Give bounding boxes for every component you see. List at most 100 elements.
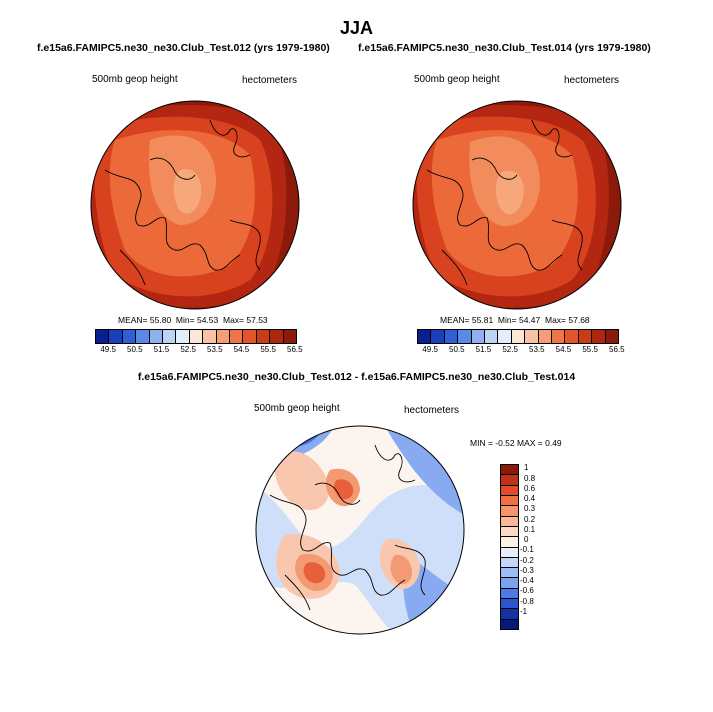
panel1-colorbar-swatch — [256, 330, 271, 343]
panel2-mean-label: MEAN= — [440, 315, 470, 325]
panel2-min-label: Min= — [497, 315, 517, 325]
difference-colorbar-swatch — [501, 619, 518, 629]
panel1-colorbar-swatch — [136, 330, 150, 343]
panel2-colorbar-swatch — [485, 330, 499, 343]
difference-colorbar-swatch — [501, 557, 518, 569]
difference-colorbar-tick-label: 1 — [524, 463, 529, 473]
difference-colorbar-swatch — [501, 599, 518, 610]
panel1-case-title: f.e15a6.FAMIPC5.ne30_ne30.Club_Test.012 … — [37, 42, 330, 54]
difference-colorbar-tick-label: -0.6 — [520, 586, 534, 596]
panel1-colorbar-tick-label: 54.5 — [233, 345, 250, 354]
panel1-colorbar-swatch — [216, 330, 231, 343]
panel2-min-value: 54.47 — [518, 315, 541, 325]
difference-colorbar-tick-label: 0 — [524, 535, 529, 544]
panel1-colorbar-tick-label: 53.5 — [207, 345, 223, 354]
difference-colorbar-tick-label: -0.1 — [520, 545, 534, 555]
panel1-variable-label: 500mb geop height — [92, 74, 178, 85]
panel1-min-value: 54.53 — [196, 315, 219, 325]
difference-colorbar-swatch — [501, 547, 518, 558]
panel1-colorbar-ticks: 49.5 50.5 51.5 52.5 53.5 54.5 55.5 56.5 — [95, 345, 302, 357]
panel2-colorbar-swatch — [525, 330, 539, 343]
panel1-colorbar-swatch — [189, 330, 204, 343]
difference-minmax: MIN = -0.52 MAX = 0.49 — [470, 438, 562, 448]
panel2-colorbar-tick-label: 50.5 — [449, 345, 465, 354]
panel2-units-label: hectometers — [564, 75, 620, 86]
panel2-colorbar — [417, 329, 619, 344]
difference-title: f.e15a6.FAMIPC5.ne30_ne30.Club_Test.012 … — [137, 371, 576, 383]
panel2-colorbar-swatch — [418, 330, 432, 343]
panel2-colorbar-tick-label: 55.5 — [582, 345, 598, 354]
difference-colorbar-tick-label: -0.3 — [520, 565, 534, 575]
difference-colorbar-swatch — [501, 485, 518, 496]
panel1-mean-label: MEAN= — [118, 315, 148, 325]
map-fill-peach — [495, 170, 524, 215]
panel2-colorbar-swatch — [538, 330, 553, 343]
coastline — [269, 444, 426, 611]
panel2-colorbar-swatch — [498, 330, 512, 343]
panel2-mean-value: 55.81 — [471, 315, 494, 325]
coastline — [104, 119, 261, 286]
panel1-mean-value: 55.80 — [149, 315, 172, 325]
difference-colorbar-tick-label: -0.4 — [520, 576, 534, 585]
panel1-colorbar-swatch — [270, 330, 284, 343]
panel2-colorbar-ticks: 49.5 50.5 51.5 52.5 53.5 54.5 55.5 56.5 — [417, 345, 624, 357]
difference-colorbar-tick-label: 0.8 — [524, 473, 536, 483]
panel1-units-label: hectometers — [242, 75, 298, 86]
panel1-max-label: Max= — [222, 315, 245, 325]
difference-colorbar-swatch — [501, 537, 518, 548]
map-fill-peach — [173, 169, 202, 214]
panel1-colorbar-swatch — [176, 330, 190, 343]
panel1-colorbar-tick-label: 56.5 — [287, 345, 303, 354]
panel1-colorbar-tick-label: 52.5 — [180, 345, 196, 354]
panel2-colorbar-tick-label: 51.5 — [475, 345, 492, 354]
panel1-colorbar — [95, 329, 297, 344]
panel2-stats: MEAN= 55.81 Min= 54.47 Max= 57.68 — [440, 315, 590, 325]
panel1-colorbar-swatch — [163, 330, 177, 343]
panel2-colorbar-tick-label: 54.5 — [555, 345, 572, 354]
panel2-colorbar-tick-label: 56.5 — [609, 345, 625, 354]
panel1-stats: MEAN= 55.80 Min= 54.53 Max= 57.53 — [118, 315, 268, 325]
panel1-colorbar-swatch — [230, 330, 244, 343]
difference-colorbar-ticks: 1 0.8 0.6 0.4 0.3 0.2 0.1 0 -0.1 -0.2 -0.3 -0.4 -0.6… — [520, 463, 562, 628]
difference-colorbar-tick-label: 0.2 — [524, 514, 536, 524]
difference-colorbar-swatch — [501, 495, 518, 507]
panel1-colorbar-swatch — [283, 330, 297, 343]
panel2-colorbar-swatch — [431, 330, 445, 343]
difference-colorbar-swatch — [501, 526, 518, 538]
difference-colorbar-swatch — [501, 609, 518, 620]
panel2-colorbar-swatch — [592, 330, 606, 343]
panel1-polar-map — [90, 100, 300, 310]
difference-colorbar-swatch — [501, 516, 518, 527]
panel1-colorbar-tick-label: 51.5 — [153, 345, 170, 354]
panel2-colorbar-tick-label: 49.5 — [422, 345, 438, 354]
panel2-colorbar-swatch — [605, 330, 619, 343]
figure-title: JJA — [339, 18, 374, 38]
panel1-colorbar-tick-label: 55.5 — [260, 345, 276, 354]
difference-colorbar-swatch — [501, 506, 518, 517]
panel2-colorbar-swatch — [565, 330, 579, 343]
coastline — [426, 119, 583, 286]
panel2-colorbar-swatch — [471, 330, 486, 343]
panel1-max-value: 57.53 — [246, 315, 268, 325]
map-fill-diff-orange — [295, 468, 413, 592]
panel2-colorbar-swatch — [444, 330, 459, 343]
difference-colorbar-tick-label: 0.4 — [524, 494, 536, 503]
panel2-colorbar-swatch — [578, 330, 593, 343]
difference-colorbar-tick-label: -1 — [520, 606, 528, 616]
panel2-max-label: Max= — [544, 315, 567, 325]
map-fill-diff-red — [303, 479, 354, 584]
panel2-colorbar-swatch — [552, 330, 566, 343]
panel2-colorbar-tick-label: 53.5 — [529, 345, 545, 354]
panel1-min-label: Min= — [175, 315, 195, 325]
panel2-colorbar-tick-label: 52.5 — [502, 345, 518, 354]
difference-colorbar-tick-label: 0.1 — [524, 524, 536, 534]
panel2-case-title: f.e15a6.FAMIPC5.ne30_ne30.Club_Test.014 … — [358, 42, 651, 54]
panel2-colorbar-swatch — [458, 330, 472, 343]
difference-colorbar-tick-label: -0.8 — [520, 596, 534, 606]
panel1-colorbar-swatch — [243, 330, 257, 343]
difference-colorbar-tick-label: 0.6 — [524, 483, 536, 493]
panel1-colorbar-swatch — [122, 330, 137, 343]
panel1-colorbar-tick-label: 50.5 — [127, 345, 143, 354]
difference-units-label: hectometers — [404, 405, 460, 416]
difference-variable-label: 500mb geop height — [254, 403, 340, 414]
